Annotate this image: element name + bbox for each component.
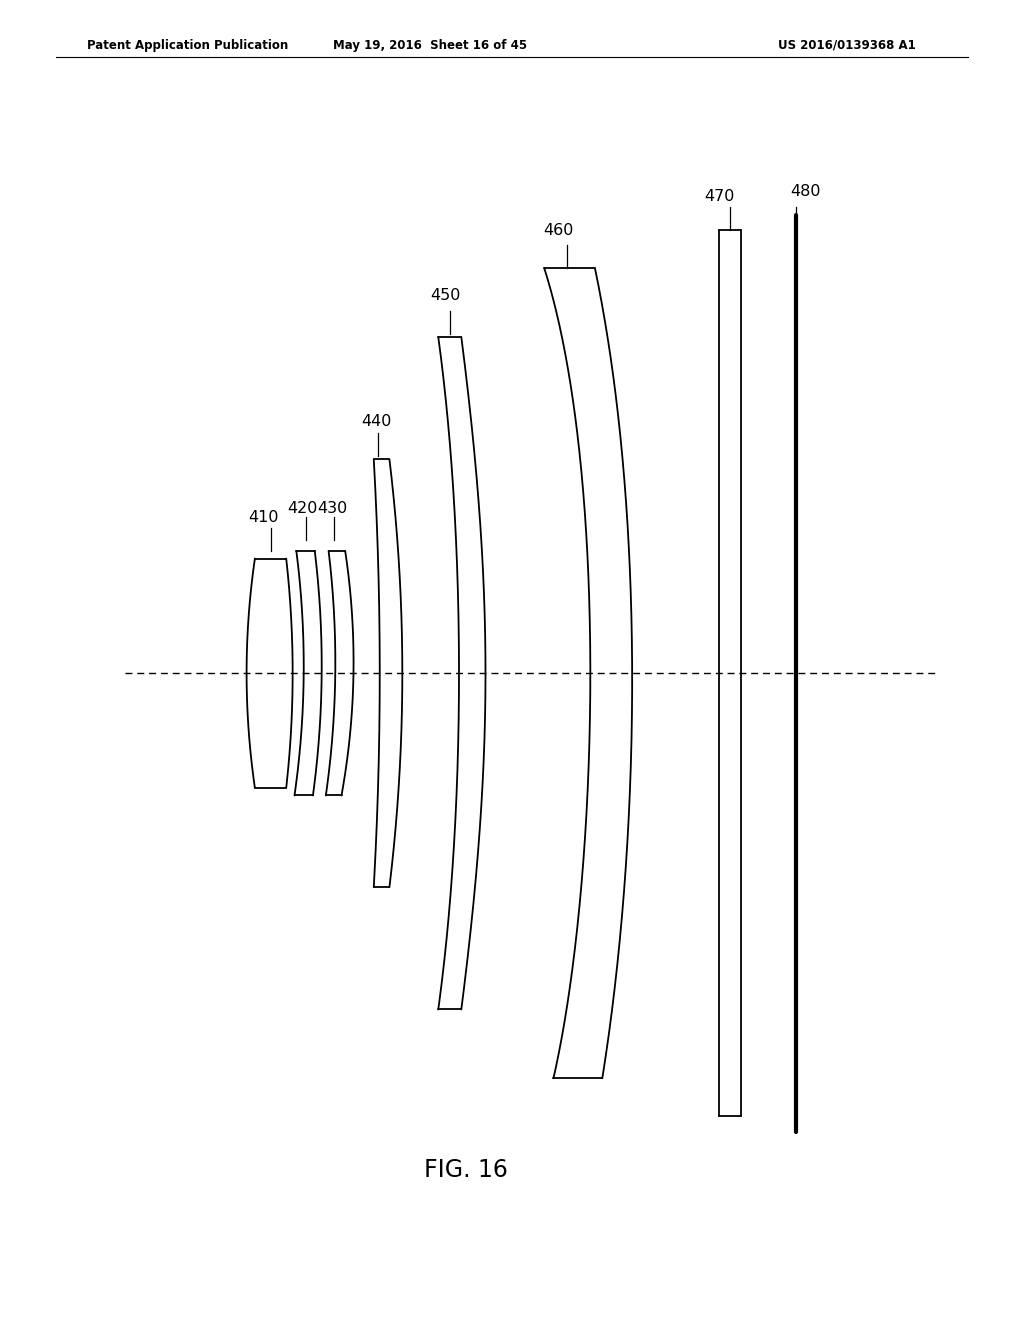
Text: 410: 410 xyxy=(248,510,279,525)
Text: 420: 420 xyxy=(288,500,318,516)
Text: 450: 450 xyxy=(430,288,461,304)
Text: 440: 440 xyxy=(361,413,392,429)
Text: FIG. 16: FIG. 16 xyxy=(424,1158,508,1181)
Text: 470: 470 xyxy=(705,189,734,205)
Text: 430: 430 xyxy=(317,500,347,516)
Text: May 19, 2016  Sheet 16 of 45: May 19, 2016 Sheet 16 of 45 xyxy=(333,38,527,51)
Text: 460: 460 xyxy=(543,223,573,238)
Text: Patent Application Publication: Patent Application Publication xyxy=(87,38,289,51)
Text: US 2016/0139368 A1: US 2016/0139368 A1 xyxy=(778,38,916,51)
Text: 480: 480 xyxy=(790,185,820,199)
